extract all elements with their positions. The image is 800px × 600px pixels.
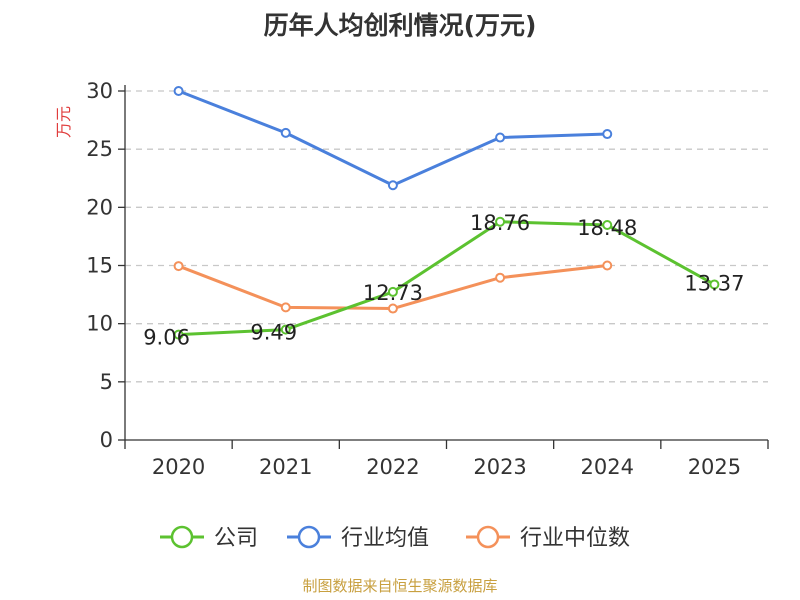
data-label: 18.48	[577, 216, 637, 240]
y-tick-label: 0	[100, 428, 113, 452]
data-labels: 9.06 9.49 12.73 18.76 18.48 13.37	[143, 211, 744, 350]
legend-label: 行业均值	[341, 526, 429, 551]
series-line	[178, 89, 608, 187]
x-tick-label: 2022	[366, 455, 419, 479]
data-point	[387, 303, 398, 314]
data-point	[495, 272, 506, 283]
data-point	[709, 279, 720, 290]
data-label: 9.49	[250, 321, 297, 345]
y-tick-label: 10	[86, 312, 113, 336]
legend-marker	[170, 525, 194, 549]
source-note: 制图数据来自恒生聚源数据库	[302, 577, 497, 595]
y-tick-label: 20	[86, 195, 113, 219]
data-point	[173, 329, 184, 340]
grid-lines	[125, 90, 768, 383]
data-point	[280, 302, 291, 313]
x-tick-label: 2020	[152, 455, 205, 479]
data-label: 18.76	[470, 211, 530, 235]
legend-marker	[297, 525, 321, 549]
legend-item: 行业均值	[287, 525, 429, 551]
y-tick-label: 30	[86, 79, 113, 103]
y-tick-label: 25	[86, 137, 113, 161]
x-tick-label: 2024	[581, 455, 634, 479]
data-point	[602, 260, 613, 271]
chart-title: 历年人均创利情况(万元)	[264, 11, 537, 40]
data-point	[387, 180, 398, 191]
legend-item: 公司	[160, 525, 258, 551]
data-point	[602, 220, 613, 231]
legend-item: 行业中位数	[466, 525, 630, 551]
data-label: 12.73	[363, 281, 423, 305]
series-line	[178, 220, 716, 337]
data-point	[280, 127, 291, 138]
series-group	[173, 86, 720, 340]
x-tick-label: 2025	[688, 455, 741, 479]
data-point	[495, 216, 506, 227]
x-tick-label: 2023	[473, 455, 526, 479]
data-point	[495, 132, 506, 143]
legend: 公司 行业均值 行业中位数	[160, 525, 630, 551]
legend-label: 行业中位数	[520, 526, 630, 551]
data-point	[280, 324, 291, 335]
data-point	[387, 286, 398, 297]
y-axis-label: 万元	[54, 106, 73, 138]
legend-label: 公司	[214, 526, 258, 551]
data-label: 13.37	[684, 271, 744, 295]
legend-marker	[476, 525, 500, 549]
y-tick-label: 5	[100, 370, 113, 394]
data-point	[173, 86, 184, 96]
data-point	[173, 261, 184, 272]
y-tick-label: 15	[86, 254, 113, 278]
x-tick-label: 2021	[259, 455, 312, 479]
data-point	[602, 129, 613, 140]
data-label: 9.06	[143, 326, 190, 350]
